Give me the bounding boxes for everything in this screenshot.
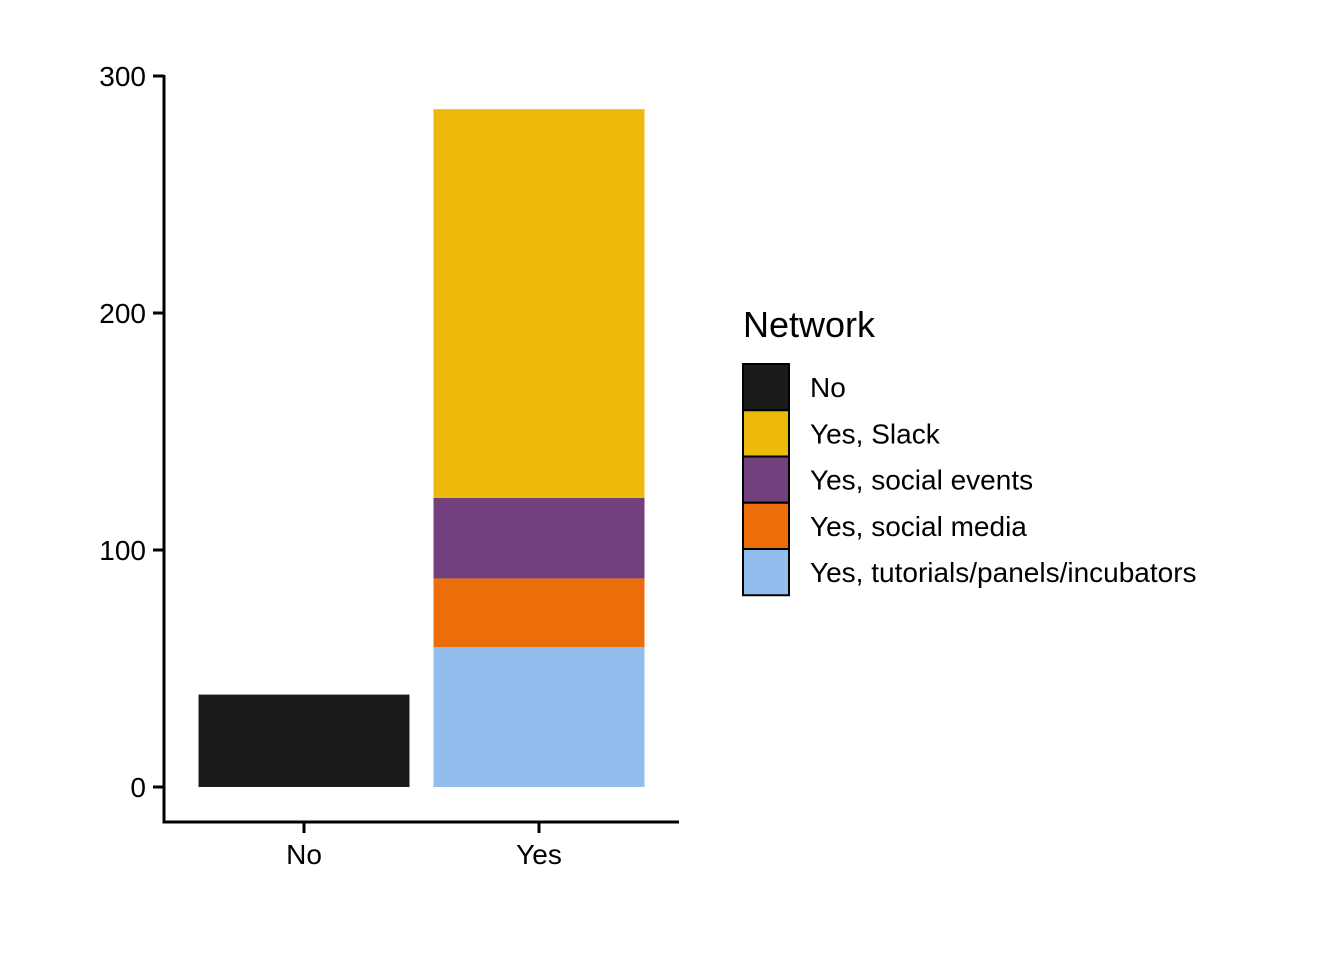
legend-key-swatch [742,363,790,412]
y-tick-label: 300 [99,61,146,92]
y-axis-ticks: 0 100 200 300 [99,61,164,803]
legend-label: Yes, tutorials/panels/incubators [810,557,1197,588]
bar-segment-yes-3 [433,497,645,579]
legend-items: No Yes, Slack Yes, social events Yes, socia… [742,363,1197,597]
legend-label: No [810,372,846,403]
x-axis-ticks: No Yes [286,822,562,870]
legend-key-swatch [742,409,790,458]
y-tick-label: 0 [130,772,146,803]
legend-label: Yes, social events [810,465,1033,496]
bar-segment-yes-1 [433,647,645,787]
legend-title: Network [743,304,876,345]
bar-segment-no-0 [198,694,410,787]
bar-segment-yes-2 [433,578,645,648]
legend-key-swatch [742,455,790,504]
x-tick-label: No [286,839,322,870]
legend-key-swatch [742,501,790,550]
legend-label: Yes, Slack [810,418,941,449]
bar-segment-yes-4 [433,109,645,498]
x-tick-label: Yes [516,839,562,870]
legend-label: Yes, social media [810,511,1027,542]
bars-layer [198,109,645,787]
legend: Network No Yes, Slack Yes, social events Ye… [742,304,1197,597]
axes-layer: 0 100 200 300 No Yes [99,61,679,870]
y-tick-label: 100 [99,535,146,566]
y-tick-label: 200 [99,298,146,329]
legend-key-swatch [742,548,790,597]
